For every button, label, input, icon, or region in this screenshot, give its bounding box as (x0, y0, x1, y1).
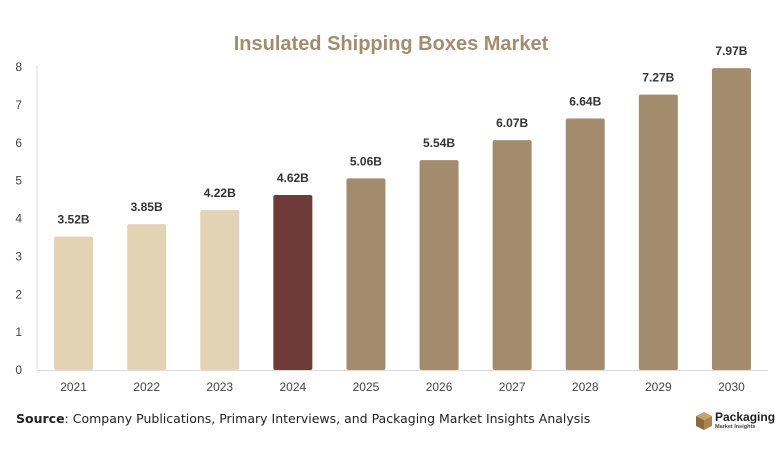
source-note: Source: Company Publications, Primary In… (16, 411, 590, 426)
data-label: 5.06B (350, 154, 382, 168)
x-tick-label: 2021 (60, 380, 87, 394)
data-label: 4.62B (277, 171, 309, 185)
x-tick-label: 2025 (353, 380, 380, 394)
source-label: Source (16, 411, 65, 426)
y-tick-label: 3 (15, 249, 22, 263)
logo-tagline: Market Insights (715, 424, 756, 430)
data-label: 7.27B (642, 71, 674, 85)
bar (492, 140, 532, 370)
bar (54, 236, 94, 370)
data-label: 6.64B (569, 95, 601, 109)
source-text: : Company Publications, Primary Intervie… (64, 411, 591, 426)
y-tick-label: 4 (15, 212, 22, 226)
data-label: 7.97B (715, 44, 747, 58)
data-label: 3.52B (58, 213, 90, 227)
x-tick-label: 2024 (279, 380, 306, 394)
y-tick-label: 5 (15, 174, 22, 188)
x-tick-label: 2027 (499, 380, 526, 394)
bar (565, 118, 605, 370)
y-tick-label: 8 (15, 60, 22, 74)
y-tick-label: 7 (15, 98, 22, 112)
brand-logo: Packaging Market Insights (695, 409, 777, 435)
chart-title: Insulated Shipping Boxes Market (233, 33, 549, 55)
x-tick-label: 2026 (426, 380, 453, 394)
data-label: 6.07B (496, 116, 528, 130)
bar (273, 195, 313, 370)
bar (419, 160, 459, 370)
data-label: 5.54B (423, 136, 455, 150)
bar (127, 224, 167, 370)
y-tick-label: 6 (15, 136, 22, 150)
logo-name: Packaging (715, 410, 776, 424)
bar (638, 94, 678, 371)
y-tick-label: 2 (15, 287, 22, 301)
bar (200, 210, 240, 370)
x-tick-label: 2029 (645, 380, 672, 394)
box-icon (696, 412, 712, 430)
x-tick-label: 2030 (718, 380, 745, 394)
x-tick-label: 2028 (572, 380, 599, 394)
data-label: 4.22B (204, 186, 236, 200)
x-tick-label: 2022 (133, 380, 160, 394)
x-tick-label: 2023 (206, 380, 233, 394)
data-label: 3.85B (131, 200, 163, 214)
y-tick-label: 0 (15, 363, 22, 377)
bar (346, 178, 386, 370)
bar (711, 68, 751, 370)
y-tick-label: 1 (15, 325, 22, 339)
